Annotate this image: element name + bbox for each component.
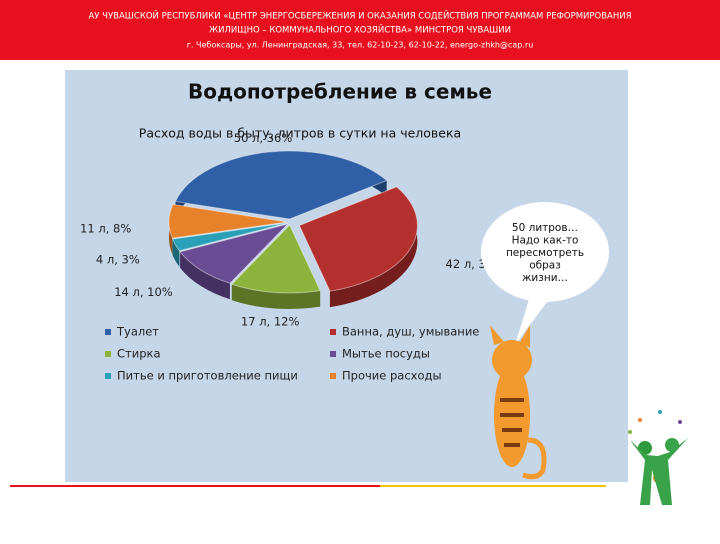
data-label: 50 л, 36% bbox=[234, 131, 293, 145]
legend-label: Питье и приготовление пищи bbox=[117, 369, 298, 383]
legend-label: Прочие расходы bbox=[342, 369, 442, 383]
bubble-text: 50 литров… bbox=[512, 222, 578, 234]
pie-slice bbox=[168, 203, 288, 239]
speech-bubble bbox=[481, 202, 609, 345]
legend-swatch bbox=[330, 329, 336, 335]
cat bbox=[490, 325, 547, 480]
slice-side bbox=[172, 239, 180, 267]
bubble bbox=[481, 202, 609, 302]
legend-label: Туалет bbox=[116, 325, 159, 339]
bubble-tail bbox=[515, 296, 550, 345]
data-label: 4 л, 3% bbox=[96, 253, 140, 267]
pie-slice bbox=[179, 223, 290, 284]
bubble-text: Надо как-то bbox=[512, 235, 579, 247]
slice-side bbox=[329, 186, 418, 308]
header-line: г. Чебоксары, ул. Ленинградская, 33, тел… bbox=[187, 41, 534, 50]
data-label: 14 л, 10% bbox=[114, 285, 173, 299]
bubble-text: пересмотреть bbox=[506, 247, 584, 259]
header-line: АУ ЧУВАШСКОЙ РЕСПУБЛИКИ «ЦЕНТР ЭНЕРГОСБЕ… bbox=[88, 10, 631, 22]
chart-title: Расход воды в быту, литров в сутки на че… bbox=[139, 126, 461, 141]
pie-slice bbox=[171, 222, 288, 252]
legend-label: Стирка bbox=[117, 347, 161, 361]
legend-label: Мытье посуды bbox=[342, 347, 430, 361]
pie-slice bbox=[298, 186, 418, 292]
legend-label: Ванна, душ, умывание bbox=[342, 325, 479, 339]
logo bbox=[628, 410, 688, 505]
pie-slice bbox=[174, 150, 388, 220]
legend-swatch bbox=[330, 351, 336, 357]
legend-swatch bbox=[105, 373, 111, 379]
data-label: 11 л, 8% bbox=[80, 221, 131, 235]
legend-swatch bbox=[330, 373, 336, 379]
slide-title: Водопотребление в семье bbox=[188, 80, 492, 104]
header-line: ЖИЛИЩНО – КОММУНАЛЬНОГО ХОЗЯЙСТВА» МИНСТ… bbox=[209, 24, 511, 36]
pie-slice bbox=[230, 224, 321, 294]
bubble-text: жизни… bbox=[522, 272, 568, 284]
legend-swatch bbox=[105, 351, 111, 357]
slice-side bbox=[180, 251, 230, 300]
header-band bbox=[0, 0, 720, 60]
bubble-text: образ bbox=[529, 260, 561, 272]
slice-side bbox=[231, 284, 321, 309]
legend-swatch bbox=[105, 329, 111, 335]
data-label: 17 л, 12% bbox=[241, 315, 300, 329]
pie: 50 л, 36%42 л, 31%17 л, 12%14 л, 10%4 л,… bbox=[80, 131, 504, 328]
